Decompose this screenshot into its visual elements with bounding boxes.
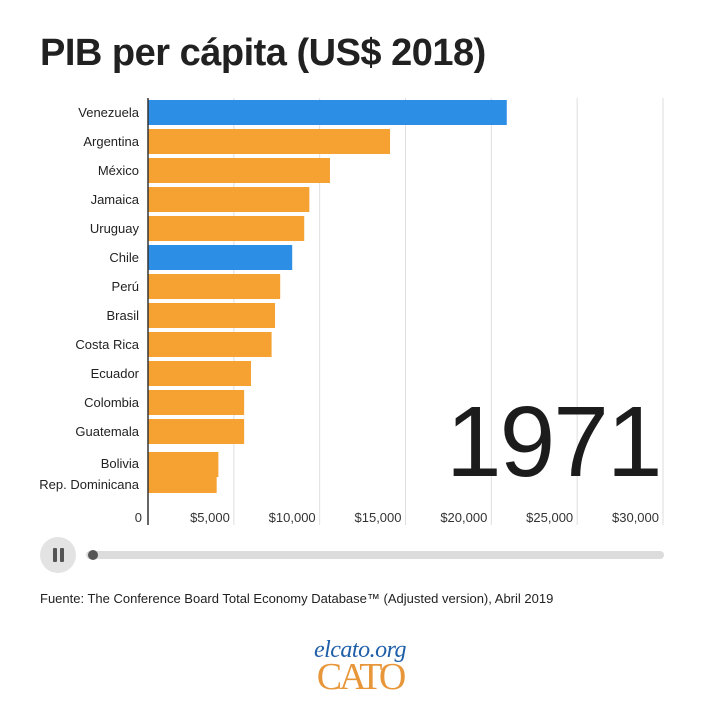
bar-costa-rica (148, 332, 272, 357)
category-label: Argentina (83, 134, 139, 149)
category-label: México (98, 163, 139, 178)
x-tick-label: $25,000 (526, 510, 573, 525)
year-label: 1971 (446, 386, 662, 498)
category-label: Ecuador (91, 366, 140, 381)
category-label: Perú (112, 279, 139, 294)
x-tick-label: 0 (135, 510, 142, 525)
bar-chile (148, 245, 293, 270)
x-tick-label: $15,000 (355, 510, 402, 525)
x-tick-labels: 0 $5,000 $10,000 $15,000 $20,000 $25,000 $30,0… (135, 510, 659, 525)
cato-logo[interactable]: elcato.org CATO (300, 638, 420, 696)
category-label: Bolivia (101, 456, 140, 471)
x-tick-label: $30,000 (612, 510, 659, 525)
bar-guatemala (148, 419, 245, 444)
x-tick-label: $20,000 (440, 510, 487, 525)
category-label: Uruguay (90, 221, 140, 236)
bar-rep-dominicana (148, 468, 217, 493)
bar-argentina (148, 129, 391, 154)
category-label: Jamaica (91, 192, 140, 207)
bar-jamaica (148, 187, 310, 212)
bar-brasil (148, 303, 276, 328)
category-label: Venezuela (78, 105, 139, 120)
timeline-track[interactable] (86, 551, 664, 559)
x-tick-label: $5,000 (190, 510, 230, 525)
logo-url: elcato.org (313, 637, 407, 663)
category-label: Rep. Dominicana (39, 477, 139, 492)
bar-per- (148, 274, 281, 299)
category-labels: Venezuela Argentina México Jamaica Uruguay Ch… (39, 105, 139, 492)
bar-chart: Venezuela Argentina México Jamaica Uruguay Ch… (39, 98, 664, 525)
chart-title: PIB per cápita (US$ 2018) (40, 32, 486, 74)
category-label: Chile (109, 250, 139, 265)
category-label: Guatemala (75, 424, 139, 439)
logo-wordmark: CATO (316, 656, 407, 698)
bar-uruguay (148, 216, 305, 241)
source-note: Fuente: The Conference Board Total Econo… (40, 591, 554, 606)
category-label: Costa Rica (75, 337, 139, 352)
bar-ecuador (148, 361, 251, 386)
playback-controls (40, 537, 665, 573)
category-label: Brasil (106, 308, 139, 323)
pause-button[interactable] (40, 537, 76, 573)
bar-venezuela (148, 100, 507, 125)
category-label: Colombia (84, 395, 140, 410)
timeline-thumb[interactable] (88, 550, 98, 560)
bar-colombia (148, 390, 245, 415)
x-tick-label: $10,000 (269, 510, 316, 525)
bars (148, 100, 507, 493)
bar-m-xico (148, 158, 330, 183)
